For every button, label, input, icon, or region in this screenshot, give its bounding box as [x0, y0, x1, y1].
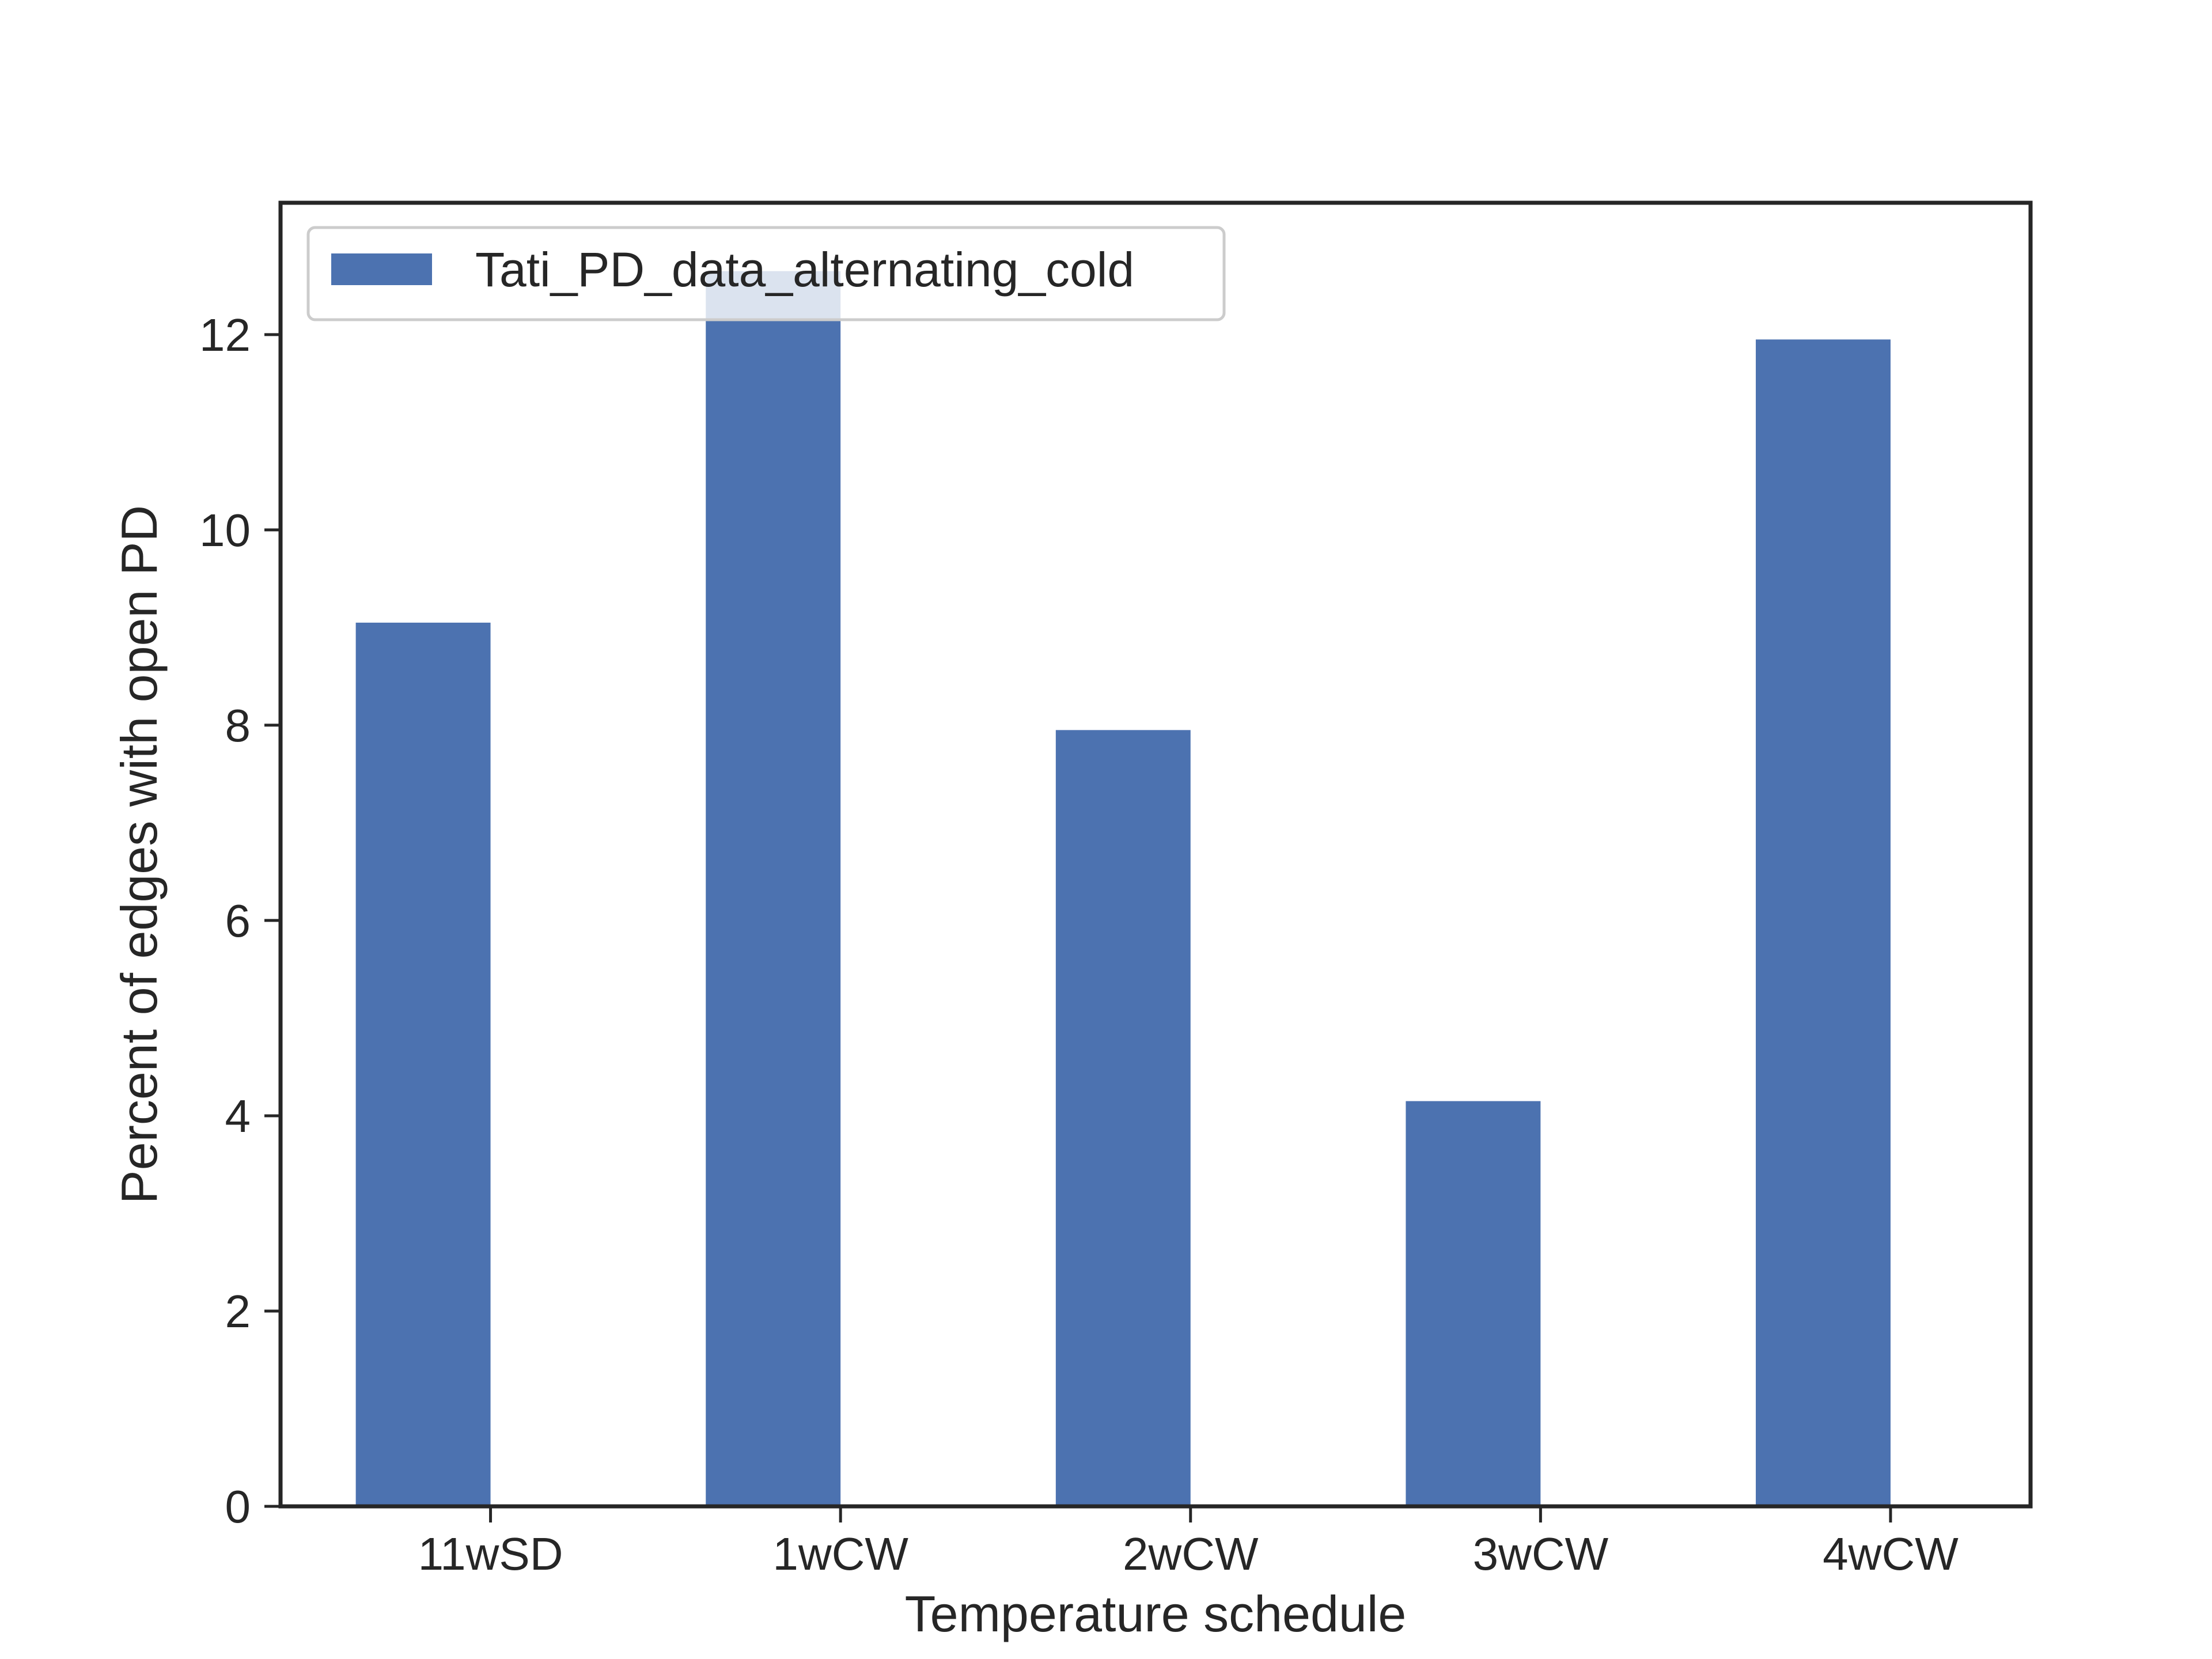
y-axis-label: Percent of edges with open PD — [111, 505, 168, 1204]
legend-box — [306, 226, 1226, 321]
x-axis-label: Temperature schedule — [905, 1585, 1407, 1642]
y-ticks-group: 0 2 4 6 8 10 12 — [199, 309, 281, 1532]
x-tick-label: 4wCW — [1823, 1528, 1959, 1580]
y-tick-label: 0 — [225, 1481, 251, 1532]
bar-1wCW — [706, 271, 841, 1506]
plot-frame — [278, 200, 2033, 1509]
bar-11wSD — [355, 622, 491, 1506]
x-tick-label: 2wCW — [1123, 1528, 1259, 1580]
x-tick-label: 11wSD — [418, 1528, 563, 1580]
bars-group — [355, 271, 1891, 1506]
y-tick-label: 12 — [199, 309, 251, 361]
legend-label: Tati_PD_data_alternating_cold — [475, 243, 1134, 297]
legend-swatch — [331, 253, 432, 285]
bar-2wCW — [1055, 730, 1191, 1506]
bar-3wCW — [1406, 1101, 1541, 1506]
y-tick-label: 2 — [225, 1286, 251, 1337]
y-tick-label: 10 — [199, 505, 251, 556]
x-tick-label: 3wCW — [1473, 1528, 1609, 1580]
y-tick-label: 6 — [225, 895, 251, 946]
bar-4wCW — [1756, 339, 1891, 1506]
x-tick-label: 1wCW — [772, 1528, 908, 1580]
legend: Tati_PD_data_alternating_cold — [306, 226, 1226, 321]
y-tick-label: 4 — [225, 1090, 251, 1142]
y-tick-label: 8 — [225, 700, 251, 751]
x-ticks-group: 11wSD 1wCW 2wCW 3wCW 4wCW — [418, 1506, 1959, 1580]
